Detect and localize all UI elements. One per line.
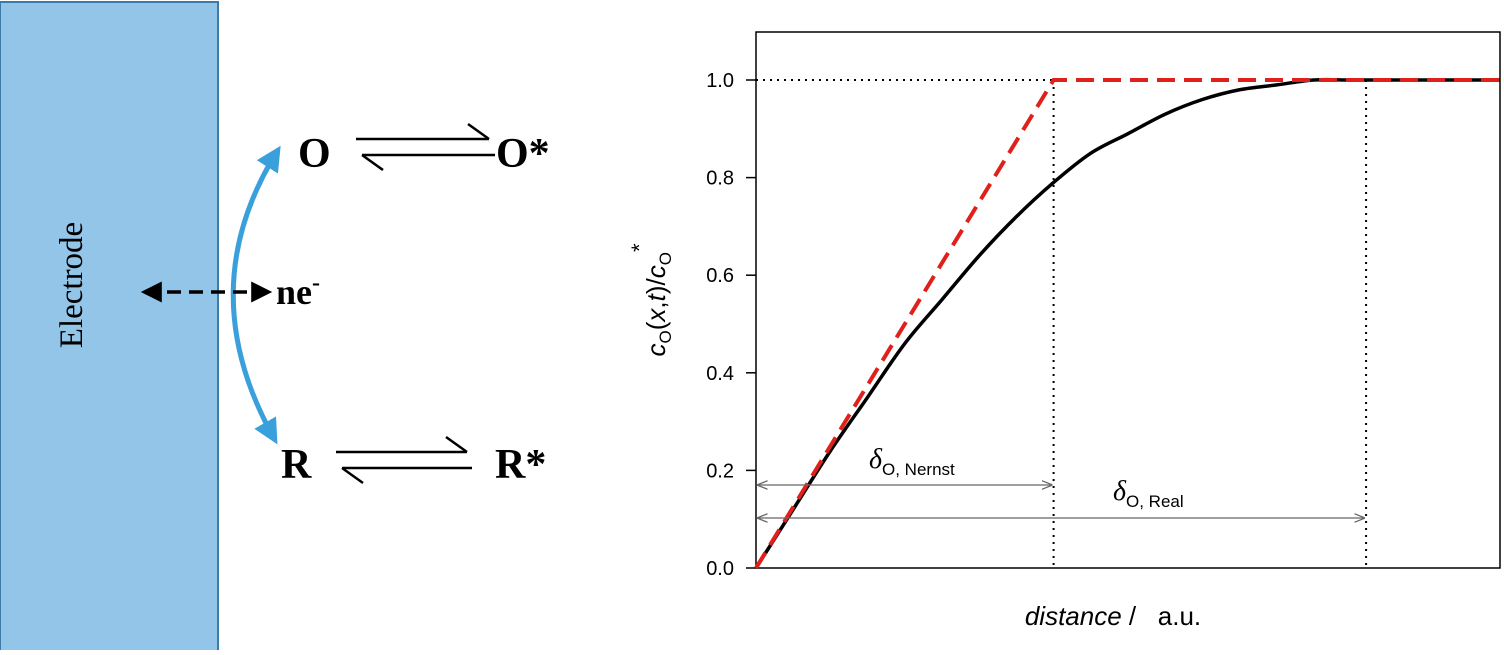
y-tick-label: 0.2: [706, 460, 734, 482]
species-o-bulk: O*: [496, 131, 550, 177]
y-axis: 0.0 0.2 0.4 0.6 0.8 1.0: [706, 70, 756, 580]
y-tick-label: 0.4: [706, 363, 734, 385]
electrode-block: [0, 1, 219, 655]
y-tick-label: 0.6: [706, 265, 734, 287]
nernst-label: δO, Nernst: [869, 444, 955, 479]
series-nernst-linear: [754, 78, 1500, 570]
y-tick-label: 1.0: [706, 70, 734, 92]
annotation-layer: δO, Nernst δO, Real: [758, 444, 1364, 518]
species-r: R: [281, 442, 312, 488]
electron-transfer-arrow: [230, 145, 281, 445]
reference-lines: [756, 79, 1368, 568]
y-tick-label: 0.0: [706, 558, 734, 580]
plot-frame: [755, 31, 1501, 569]
equilibrium-arrow-r: [336, 435, 472, 485]
equilibrium-arrow-o: [356, 122, 495, 172]
species-o: O: [298, 131, 331, 177]
y-axis-label: cO(x,t)/cO*: [627, 243, 675, 357]
electrode-label: Electrode: [54, 222, 90, 348]
species-r-bulk: R*: [495, 442, 546, 488]
series-layer: [754, 77, 1500, 570]
y-tick-label: 0.8: [706, 168, 734, 190]
electron-label: ne-: [276, 270, 320, 312]
x-axis-label: distance / a.u.: [1025, 601, 1201, 631]
real-label: δO, Real: [1113, 476, 1184, 511]
